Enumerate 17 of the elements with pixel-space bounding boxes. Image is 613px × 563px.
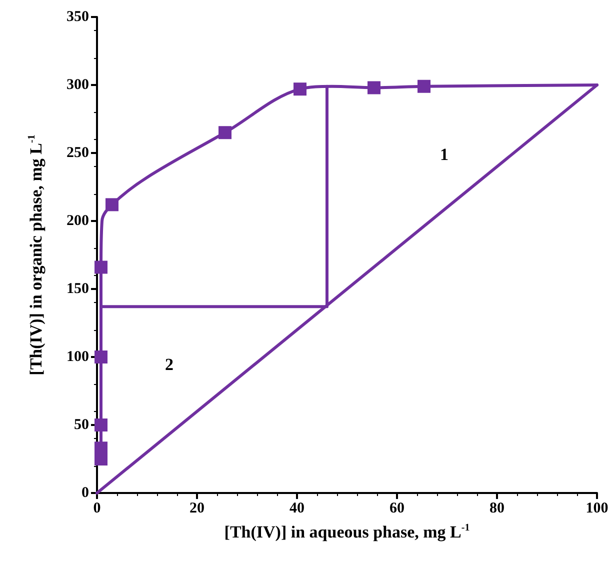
y-tick-label: 350 xyxy=(66,9,89,25)
y-tick-label: 250 xyxy=(66,145,89,161)
x-tick-label: 100 xyxy=(586,500,608,516)
annotation: 1 xyxy=(440,145,448,164)
x-tick-label: 80 xyxy=(490,500,504,516)
x-tick-label: 20 xyxy=(190,500,204,516)
y-tick-label: 0 xyxy=(82,485,89,501)
y-tick-label: 200 xyxy=(66,213,89,229)
y-axis-title: [Th(IV)] in organic phase, mg L-1 xyxy=(26,134,46,376)
y-tick-label: 300 xyxy=(66,77,89,93)
y-tick-label: 150 xyxy=(66,281,89,297)
x-tick-label: 60 xyxy=(390,500,404,516)
x-tick-label: 0 xyxy=(93,500,101,516)
y-tick-label: 100 xyxy=(66,349,89,365)
annotation: 2 xyxy=(165,355,174,374)
y-tick-label: 50 xyxy=(74,417,89,433)
x-tick-label: 40 xyxy=(290,500,304,516)
